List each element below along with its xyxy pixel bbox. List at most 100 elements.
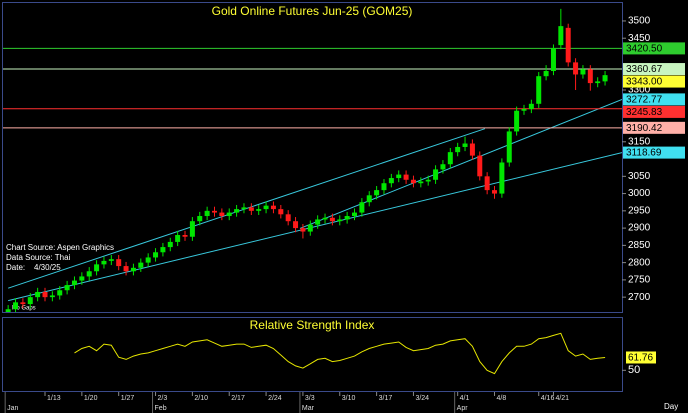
candle-body <box>49 295 55 298</box>
y-tick-label: 3500 <box>628 16 651 27</box>
candle-body <box>381 183 387 191</box>
candle-body <box>13 302 19 310</box>
candle-body <box>352 212 358 217</box>
rsi-value-label: 61.76 <box>628 353 653 364</box>
candle-body <box>226 212 232 217</box>
y-tick-label: 2800 <box>628 257 651 268</box>
x-tick-label: 1/13 <box>47 395 61 402</box>
candle-body <box>374 190 380 196</box>
candle-body <box>410 179 416 184</box>
level-label-box <box>623 75 685 88</box>
x-tick-label: 4/8 <box>497 395 507 402</box>
x-tick-label: 1/27 <box>121 395 135 402</box>
candle-body <box>256 209 262 211</box>
month-label: Mar <box>302 405 315 412</box>
candle-body <box>20 302 26 305</box>
candle-body <box>300 228 306 232</box>
candle-body <box>27 297 33 305</box>
trendline <box>7 128 486 289</box>
candle-body <box>337 219 343 222</box>
month-label: Jan <box>7 405 18 412</box>
candle-body <box>543 71 549 77</box>
y-tick-label: 3150 <box>628 136 651 147</box>
rsi-line <box>74 332 606 375</box>
candle-body <box>565 27 571 63</box>
candle-body <box>469 143 475 156</box>
rsi-title: Relative Strength Index <box>250 318 375 332</box>
plot-rsi <box>74 332 606 375</box>
y-tick-label: 3450 <box>628 33 651 44</box>
candle-body <box>204 210 210 217</box>
candle-body <box>5 309 11 312</box>
candle-body <box>241 207 247 210</box>
axes: 2700 2750 2800 2850 2900 2950 3000 3050 3150 3300… <box>4 16 685 413</box>
candle-body <box>366 195 372 203</box>
candle-body <box>153 252 159 258</box>
candle-body <box>79 276 85 281</box>
candle-body <box>580 69 586 75</box>
candle-body <box>558 26 564 46</box>
y-tick-label: 2850 <box>628 240 651 251</box>
level-label: 3245.83 <box>626 107 663 118</box>
x-tick-label: 4/16 <box>541 395 555 402</box>
x-tick-label: 3/17 <box>379 395 393 402</box>
candle-body <box>293 221 299 229</box>
x-axis-label: Day <box>664 402 678 411</box>
x-tick-label: 2/17 <box>231 395 245 402</box>
candle-body <box>477 155 483 177</box>
month-label: Feb <box>155 405 167 412</box>
candle-body <box>307 224 313 232</box>
candle-body <box>234 209 240 213</box>
main-panel <box>2 2 623 313</box>
candle-body <box>285 214 291 222</box>
candle-body <box>492 190 498 194</box>
month-label: Apr <box>457 405 469 412</box>
y-tick-label: 2950 <box>628 205 651 216</box>
candle-body <box>64 285 70 291</box>
candle-body <box>189 221 195 237</box>
candle-body <box>94 264 100 272</box>
candle-body <box>145 257 151 263</box>
candle-body <box>418 181 424 184</box>
y-tick-label: 3000 <box>628 188 651 199</box>
x-tick-label: 2/3 <box>158 395 168 402</box>
candle-body <box>160 247 166 253</box>
candle-body <box>278 209 284 215</box>
candle-body <box>499 162 505 194</box>
level-label-box <box>623 146 685 159</box>
candle-body <box>506 131 512 163</box>
candle-body <box>130 267 136 272</box>
candle-body <box>248 207 254 211</box>
level-label: 3118.69 <box>626 148 662 159</box>
candle-body <box>602 75 608 82</box>
candle-body <box>123 266 129 272</box>
level-label: 3360.67 <box>626 64 663 75</box>
candle-body <box>175 235 181 242</box>
level-label: 3343.00 <box>626 77 663 88</box>
candle-body <box>425 179 431 182</box>
level-label: 3190.42 <box>626 123 663 134</box>
x-tick-label: 3/3 <box>305 395 315 402</box>
note: Chart Source: Aspen Graphics <box>6 243 114 252</box>
candle-body <box>550 48 556 72</box>
level-label: 3420.50 <box>626 44 663 55</box>
x-tick-label: 4/21 <box>555 395 569 402</box>
note: Data Source: Thai <box>6 253 71 262</box>
y-tick-label: 50 <box>628 364 640 376</box>
candle-body <box>263 205 269 210</box>
x-tick-label: 3/24 <box>415 395 429 402</box>
candle-body <box>595 81 601 84</box>
candle-body <box>101 260 107 265</box>
level-label-box <box>623 121 685 134</box>
candle-body <box>219 212 225 217</box>
candle-body <box>138 262 144 268</box>
y-tick-label: 2700 <box>628 292 651 303</box>
candle-body <box>270 205 276 210</box>
candle-body <box>462 143 468 147</box>
chart-title: Gold Online Futures Jun-25 (GOM25) <box>212 4 413 18</box>
plot-main <box>3 8 622 312</box>
rsi-value-box <box>626 351 656 364</box>
x-tick-label: 3/10 <box>342 395 356 402</box>
